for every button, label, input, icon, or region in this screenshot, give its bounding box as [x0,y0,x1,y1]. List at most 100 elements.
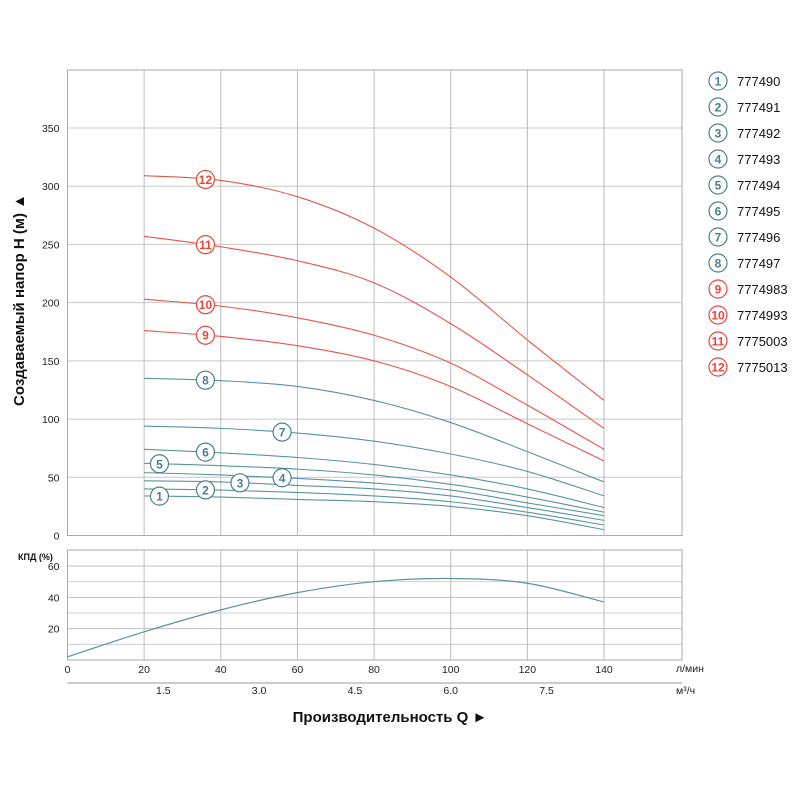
efficiency-plot-frame [67,549,683,661]
head-curve-2 [144,488,605,526]
legend-marker-number: 11 [712,335,725,349]
legend-marker-number: 5 [715,179,722,193]
secondary-x-tick-label: 6.0 [443,685,458,697]
efficiency-axis-title: КПД (%) [18,552,53,562]
legend-marker-number: 6 [715,205,722,219]
curve-label-circle [195,442,216,462]
x-tick-label: 0 [65,664,71,676]
curve-label-number: 10 [199,298,213,312]
legend-item: 10 7774993 [708,305,788,325]
curve-label-number: 6 [202,446,209,460]
legend-item: 5 777494 [708,175,780,195]
x-tick-label: 60 [292,664,304,676]
legend-label: 7774993 [737,308,788,323]
legend-marker [708,305,728,325]
x-tick-label: 40 [215,664,227,676]
curve-label-number: 11 [199,238,212,252]
legend-item: 7 777496 [708,227,780,247]
legend-marker-number: 3 [715,127,722,141]
legend-marker [708,175,728,195]
head-curve-9 [144,330,605,462]
legend-marker-number: 8 [715,257,722,271]
curve-label-number: 3 [237,476,244,490]
head-curve-11 [144,235,605,429]
y-tick-label: 100 [42,414,60,426]
secondary-x-tick-label: 3.0 [252,685,267,697]
curve-label-circle [272,422,292,442]
eff-y-tick-label: 20 [48,624,60,636]
eff-y-tick-label: 60 [48,561,60,573]
legend-label: 777496 [737,230,780,245]
curve-label-10: 10 [195,295,216,315]
legend-item: 12 7775013 [708,357,788,377]
legend-label: 777495 [737,204,780,219]
y-axis-title: Создаваемый напор H (м) ▲ [11,194,28,406]
efficiency-curve [67,577,605,658]
curve-label-circle [195,370,216,390]
x-tick-label: 140 [595,664,613,676]
curve-label-5: 5 [149,454,170,474]
curve-label-number: 7 [279,426,286,440]
curve-label-circle [195,325,216,345]
x-unit-lpm: л/мин [676,663,704,675]
curve-label-9: 9 [195,325,216,345]
curve-label-circle [195,295,216,315]
secondary-x-tick-label: 7.5 [539,685,554,697]
y-tick-label: 200 [42,298,60,310]
curve-label-8: 8 [195,370,216,390]
curve-label-number: 2 [202,483,209,497]
legend-label: 777497 [737,256,780,271]
legend-marker [708,253,728,273]
head-curve-4 [144,472,605,517]
curve-label-1: 1 [149,486,170,506]
curve-label-7: 7 [272,422,292,442]
curve-label-6: 6 [195,442,216,462]
legend-label: 7775013 [737,360,788,375]
head-curve-1 [144,495,605,531]
secondary-x-tick-label: 4.5 [348,685,363,697]
legend-item: 2 777491 [708,97,780,117]
curve-label-11: 11 [195,235,216,255]
curve-label-3: 3 [230,473,250,493]
curve-label-number: 4 [279,471,286,485]
legend-marker [708,331,728,351]
curve-label-number: 8 [202,374,209,388]
y-tick-label: 300 [42,181,60,193]
curve-label-12: 12 [195,169,216,190]
curve-label-circle [195,169,216,190]
eff-y-tick-label: 40 [48,592,60,604]
legend-marker [708,357,728,377]
legend-marker [708,227,728,247]
y-tick-label: 350 [42,123,60,135]
legend-marker-number: 2 [715,101,722,115]
y-tick-label: 0 [54,531,60,543]
curve-label-number: 5 [156,457,163,471]
x-tick-label: 80 [368,664,380,676]
y-tick-label: 50 [48,472,60,484]
legend-label: 7774983 [737,282,788,297]
x-unit-m3h: м³/ч [676,685,695,697]
x-tick-label: 100 [442,664,460,676]
head-curve-3 [144,480,605,521]
legend-item: 8 777497 [708,253,780,273]
legend-marker [708,71,728,91]
legend-label: 7775003 [737,334,788,349]
head-curve-7 [144,425,605,497]
legend-item: 1 777490 [708,71,780,91]
curve-label-2: 2 [195,480,216,500]
curve-label-4: 4 [272,468,292,488]
x-tick-label: 20 [138,664,150,676]
head-curve-6 [144,448,605,509]
legend-label: 777491 [737,100,780,115]
curve-label-circle [230,473,250,493]
legend-marker-number: 10 [711,309,725,323]
head-curve-12 [144,175,605,401]
legend-label: 777490 [737,74,780,89]
y-tick-label: 150 [42,356,60,368]
legend-marker [708,279,728,299]
legend-marker-number: 12 [711,361,725,375]
x-axis-title: Производительность Q ► [293,709,488,726]
legend-marker-number: 1 [715,75,722,89]
legend-label: 777492 [737,126,780,141]
